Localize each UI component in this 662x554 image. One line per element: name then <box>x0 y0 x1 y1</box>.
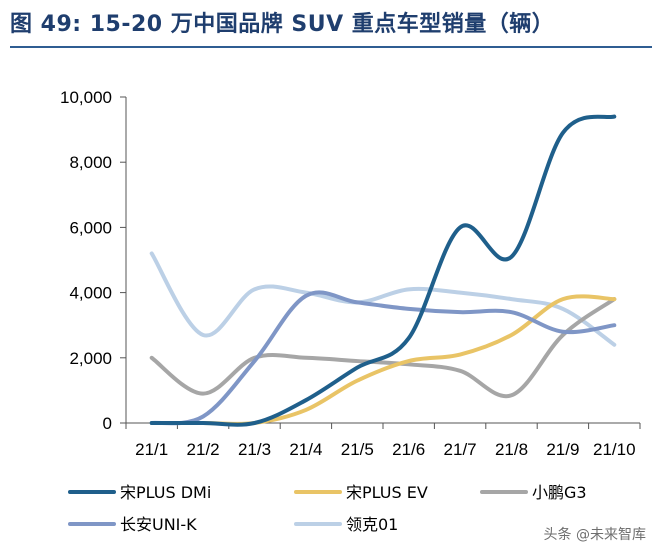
y-tick-label: 0 <box>103 414 112 433</box>
chart-axes: 0 2,000 4,000 6,000 8,000 10,000 21/1 21/2 21/3 2… <box>60 88 641 459</box>
y-tick-label: 4,000 <box>69 284 112 303</box>
series-line-领克01 <box>149 251 617 347</box>
legend-label: 宋PLUS EV <box>346 483 428 502</box>
x-tick-label: 21/10 <box>593 440 636 459</box>
x-tick-label: 21/1 <box>135 440 168 459</box>
legend-label: 小鹏G3 <box>532 483 587 502</box>
legend-item: 宋PLUS EV <box>294 483 428 502</box>
legend-item: 小鹏G3 <box>480 483 587 502</box>
legend-item: 领克01 <box>294 515 398 534</box>
x-tick-label: 21/6 <box>392 440 425 459</box>
legend-label: 宋PLUS DMi <box>120 483 211 502</box>
y-tick-label: 8,000 <box>69 153 112 172</box>
y-tick-label: 2,000 <box>69 349 112 368</box>
x-tick-label: 21/3 <box>238 440 271 459</box>
series-line-宋plus-dmi <box>149 114 617 427</box>
chart-title: 图 49: 15-20 万中国品牌 SUV 重点车型销量（辆） <box>10 12 555 37</box>
legend-item: 长安UNI-K <box>68 515 197 534</box>
chart-legend: 宋PLUS DMi 宋PLUS EV 小鹏G3 长安UNI-K 领克01 <box>68 483 587 534</box>
legend-item: 宋PLUS DMi <box>68 483 211 502</box>
x-tick-label: 21/9 <box>546 440 579 459</box>
y-tick-label: 6,000 <box>69 218 112 237</box>
x-tick-label: 21/2 <box>187 440 220 459</box>
title-divider <box>10 46 652 48</box>
series-layer <box>149 114 617 427</box>
x-tick-label: 21/8 <box>495 440 528 459</box>
legend-label: 长安UNI-K <box>120 515 197 534</box>
y-tick-label: 10,000 <box>60 88 112 107</box>
x-tick-label: 21/5 <box>341 440 374 459</box>
series-line-长安uni-k <box>149 290 617 426</box>
legend-label: 领克01 <box>346 515 398 534</box>
watermark: 头条 @未来智库 <box>543 527 646 543</box>
x-tick-label: 21/7 <box>444 440 477 459</box>
x-tick-label: 21/4 <box>289 440 322 459</box>
series-line-小鹏g3 <box>149 297 617 399</box>
